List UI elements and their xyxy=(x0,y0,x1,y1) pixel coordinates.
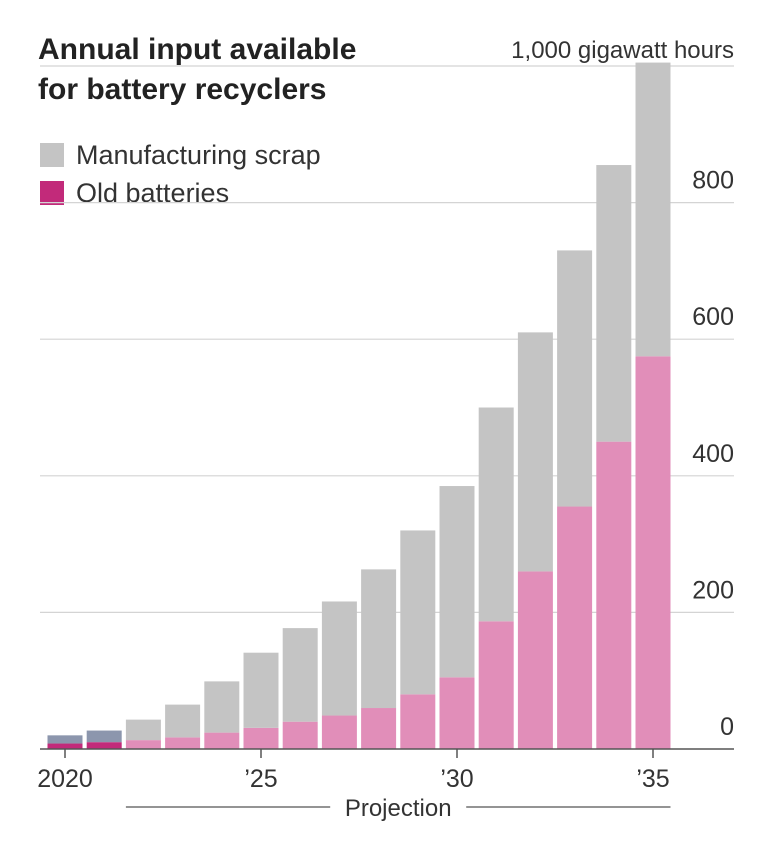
bar-old-batteries-2030 xyxy=(439,677,475,749)
bar-old-batteries-2022 xyxy=(125,740,161,749)
legend-item-manufacturing-scrap: Manufacturing scrap xyxy=(40,136,321,174)
bar-manufacturing-scrap-2032 xyxy=(517,332,553,572)
bar-old-batteries-2020 xyxy=(47,743,83,749)
bar-old-batteries-2035 xyxy=(635,356,671,749)
bar-manufacturing-scrap-2023 xyxy=(165,704,201,738)
legend-label-manufacturing-scrap: Manufacturing scrap xyxy=(76,139,321,170)
chart-title-line-1: Annual input available xyxy=(38,33,357,66)
bar-manufacturing-scrap-2030 xyxy=(439,486,475,678)
y-tick-label-400: 400 xyxy=(692,440,734,468)
legend-swatch-manufacturing-scrap xyxy=(40,143,64,167)
x-tick-label-2030: ’30 xyxy=(440,765,473,793)
unit-label: 1,000 gigawatt hours xyxy=(511,37,734,64)
bar-old-batteries-2027 xyxy=(321,715,357,749)
bar-old-batteries-2025 xyxy=(243,727,279,749)
bar-manufacturing-scrap-2024 xyxy=(204,681,240,733)
bar-manufacturing-scrap-2025 xyxy=(243,652,279,728)
x-tick-label-2025: ’25 xyxy=(244,765,277,793)
bar-manufacturing-scrap-2021 xyxy=(86,730,122,743)
bar-old-batteries-2031 xyxy=(478,621,514,749)
bar-manufacturing-scrap-2035 xyxy=(635,62,671,357)
y-tick-label-200: 200 xyxy=(692,576,734,604)
y-tick-label-0: 0 xyxy=(720,713,734,741)
chart-title-line-2: for battery recyclers xyxy=(38,73,327,106)
bar-manufacturing-scrap-2022 xyxy=(125,719,161,741)
y-tick-label-800: 800 xyxy=(692,167,734,195)
legend: Manufacturing scrap Old batteries xyxy=(40,136,321,212)
x-tick-label-2035: ’35 xyxy=(636,765,669,793)
legend-swatch-old-batteries xyxy=(40,181,64,205)
bar-manufacturing-scrap-2027 xyxy=(321,601,357,716)
bar-manufacturing-scrap-2031 xyxy=(478,407,514,622)
bar-old-batteries-2029 xyxy=(400,694,436,749)
bar-manufacturing-scrap-2026 xyxy=(282,628,318,722)
bar-manufacturing-scrap-2033 xyxy=(557,250,593,507)
y-tick-label-600: 600 xyxy=(692,303,734,331)
bar-manufacturing-scrap-2028 xyxy=(361,569,397,709)
bar-layer xyxy=(47,62,671,749)
bar-manufacturing-scrap-2034 xyxy=(596,165,632,442)
bar-old-batteries-2021 xyxy=(86,742,122,749)
bar-old-batteries-2028 xyxy=(361,708,397,749)
bar-old-batteries-2033 xyxy=(557,506,593,749)
bar-old-batteries-2026 xyxy=(282,721,318,749)
bar-manufacturing-scrap-2029 xyxy=(400,530,436,695)
projection-label: Projection xyxy=(345,795,452,822)
chart-title: Annual input available for battery recyc… xyxy=(38,30,438,110)
bar-old-batteries-2023 xyxy=(165,737,201,749)
axis-layer: 0 200 400 600 800 2020 ’25 ’30 ’35 Projection xyxy=(37,167,734,822)
bar-old-batteries-2024 xyxy=(204,732,240,749)
bar-old-batteries-2034 xyxy=(596,441,632,749)
bar-manufacturing-scrap-2020 xyxy=(47,735,83,744)
bar-old-batteries-2032 xyxy=(517,571,553,749)
x-tick-label-2020: 2020 xyxy=(37,765,93,793)
